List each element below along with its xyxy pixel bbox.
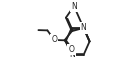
Text: N: N bbox=[71, 2, 77, 11]
Text: N: N bbox=[69, 50, 74, 59]
Text: O: O bbox=[51, 36, 57, 44]
Text: O: O bbox=[68, 45, 74, 54]
Text: N: N bbox=[81, 23, 87, 32]
